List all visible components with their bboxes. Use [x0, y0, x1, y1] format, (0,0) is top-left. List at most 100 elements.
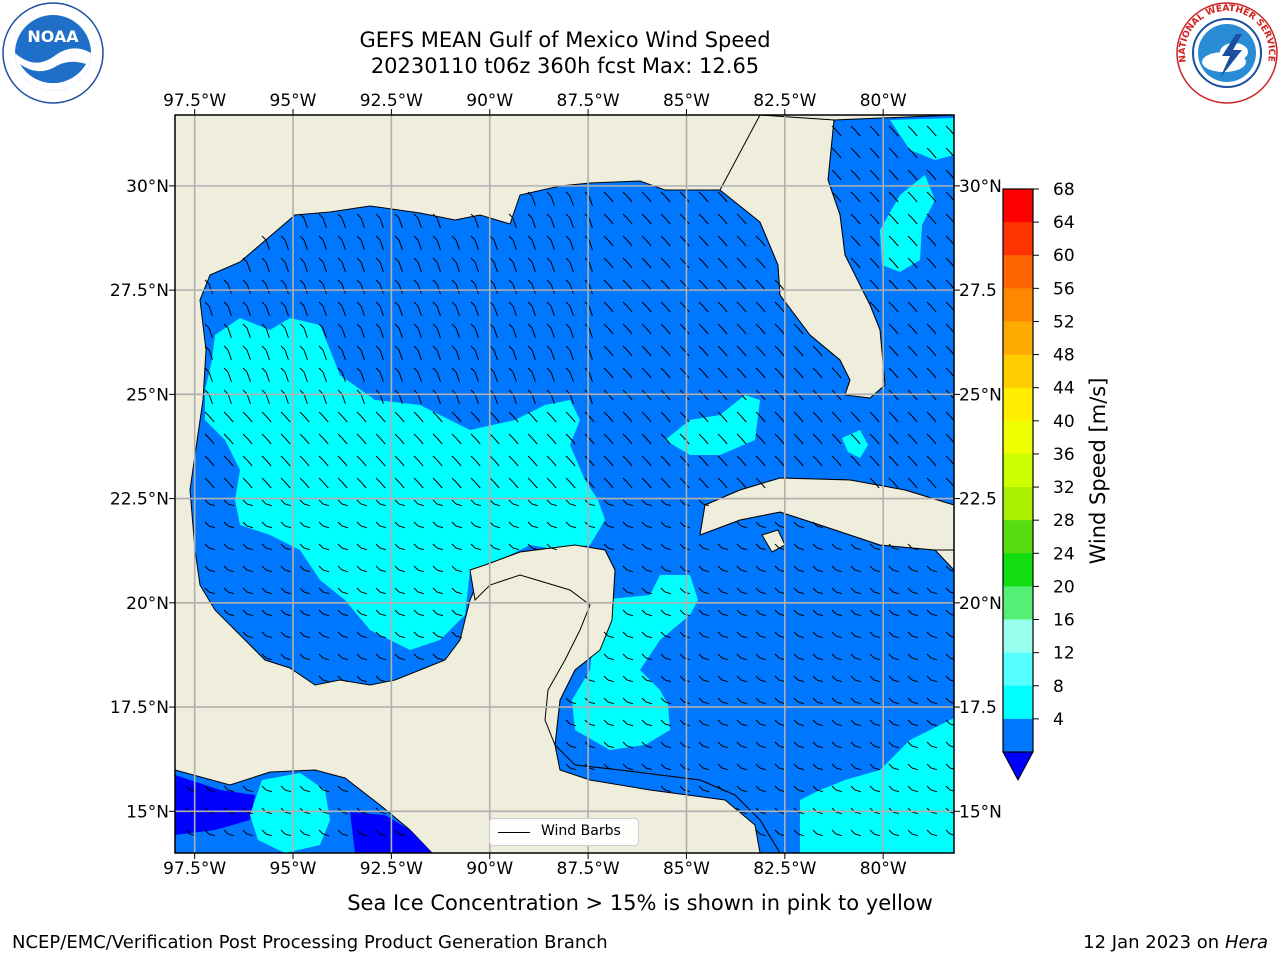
wind-barb [569, 283, 574, 294]
wind-barb [360, 415, 367, 423]
wind-barb-flag [869, 169, 875, 175]
wind-barb-flag [356, 499, 362, 505]
wind-barb-flag [603, 213, 609, 219]
wind-barb-flag [679, 323, 685, 329]
wind-barb-flag [755, 697, 761, 703]
wind-barb [284, 789, 292, 793]
wind-barb [227, 437, 234, 445]
wind-barb-flag [736, 367, 742, 373]
wind-barb [303, 239, 308, 250]
wind-barb [398, 525, 406, 529]
wind-barb [664, 305, 671, 313]
wind-barb-flag [470, 477, 476, 483]
wind-barb [797, 767, 805, 771]
wind-barb-flag [926, 389, 932, 395]
wind-barb-flag [888, 785, 894, 791]
wind-barb-flag [736, 301, 742, 307]
wind-barb [284, 481, 291, 489]
wind-barb [550, 437, 557, 445]
wind-barb-flag [717, 301, 723, 307]
wind-barb [626, 745, 634, 749]
wind-barb [227, 459, 234, 467]
wind-barb [645, 481, 652, 489]
wind-barb [303, 393, 308, 404]
wind-barb-flag [337, 675, 343, 681]
cyan-region-florida-atlantic [880, 175, 935, 272]
wind-barb-flag [888, 697, 894, 703]
wind-barb [227, 481, 234, 489]
wind-barb [607, 767, 615, 771]
wind-barb-flag [793, 631, 799, 637]
wind-barb-flag [698, 213, 704, 219]
wind-barb-flag [660, 345, 666, 351]
wind-barb-flag [508, 301, 514, 307]
wind-barb [246, 525, 254, 529]
colorbar-swatch [1003, 619, 1033, 654]
wind-barb [379, 503, 387, 507]
wind-barb-flag [185, 785, 191, 791]
wind-barb [322, 261, 327, 272]
wind-barb-flag [679, 389, 685, 395]
wind-barb [607, 239, 614, 247]
wind-barb [417, 349, 422, 360]
wind-barb-flag [945, 631, 951, 637]
wind-barb [835, 173, 842, 181]
wind-barb [246, 481, 253, 489]
wind-barb-flag [622, 763, 628, 769]
wind-barb [474, 503, 482, 507]
wind-barb-flag [926, 433, 932, 439]
wind-barb [835, 701, 843, 705]
wind-barb-flag [755, 631, 761, 637]
wind-barb [322, 657, 330, 661]
lat-label-right: 25°N [959, 385, 1002, 405]
credit-left: NCEP/EMC/Verification Post Processing Pr… [12, 932, 608, 953]
wind-barb-flag [793, 543, 799, 549]
wind-barb [873, 591, 881, 595]
wind-barb [740, 261, 747, 269]
wind-barb [664, 569, 672, 573]
wind-barb [721, 481, 728, 489]
wind-barb-flag [907, 631, 913, 637]
wind-barb [550, 283, 555, 294]
wind-barb-flag [660, 367, 666, 373]
wind-barb [531, 525, 539, 529]
wind-barb [379, 679, 387, 683]
wind-barb-flag [736, 213, 742, 219]
wind-barb-flag [337, 411, 343, 417]
lon-label-bottom: 90°W [466, 859, 513, 879]
wind-barb [265, 393, 270, 404]
wind-barb-flag [565, 235, 571, 241]
wind-barb-flag [831, 785, 837, 791]
wind-barb [607, 371, 614, 379]
wind-barb-flag [261, 279, 267, 285]
wind-barb-flag [299, 323, 305, 329]
wind-barb-flag [812, 411, 818, 417]
wind-barb-flag [869, 609, 875, 615]
wind-barb-flag [945, 675, 951, 681]
wind-barb-flag [945, 279, 951, 285]
wind-barb [474, 327, 479, 338]
wind-barb-flag [318, 653, 324, 659]
wind-barb-flag [261, 609, 267, 615]
wind-barb-flag [850, 631, 856, 637]
wind-barb-flag [508, 323, 514, 329]
wind-barb-flag [299, 455, 305, 461]
wind-barb-flag [337, 543, 343, 549]
wind-barb-flag [432, 257, 438, 263]
wind-barb-flag [603, 741, 609, 747]
wind-barb [550, 327, 555, 338]
wind-barb [702, 591, 710, 595]
wind-barb-flag [869, 125, 875, 131]
wind-barb-flag [641, 741, 647, 747]
wind-barb [740, 635, 748, 639]
wind-barb-flag [413, 367, 419, 373]
wind-barb-flag [337, 829, 343, 835]
wind-barb [398, 371, 403, 382]
wind-barb-flag [888, 125, 894, 131]
noaa-logo-text: NOAA [27, 27, 79, 46]
wind-barb-flag [508, 279, 514, 285]
wind-barb [835, 569, 843, 573]
wind-barb [645, 679, 653, 683]
colorbar-swatch [1003, 487, 1033, 521]
wind-barb [436, 239, 441, 250]
